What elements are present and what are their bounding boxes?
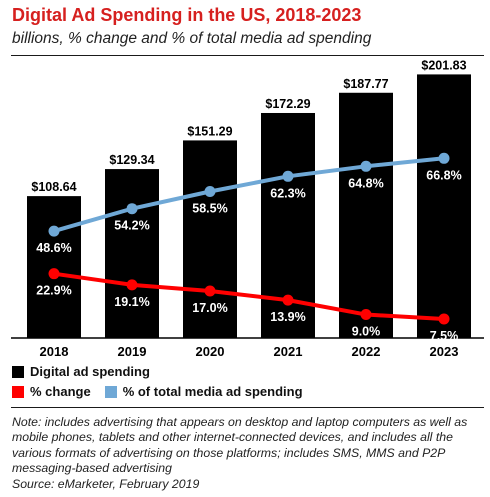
bar-value-label-2021: $172.29 bbox=[265, 97, 310, 111]
chart-title: Digital Ad Spending in the US, 2018-2023 bbox=[12, 5, 362, 25]
note-text: Note: includes advertising that appears … bbox=[12, 415, 468, 476]
footnote: Note: includes advertising that appears … bbox=[12, 415, 484, 492]
x-tick-label-2020: 2020 bbox=[196, 344, 225, 359]
x-tick-label-2019: 2019 bbox=[118, 344, 147, 359]
share-point-2018 bbox=[48, 225, 60, 237]
x-tick-label-2023: 2023 bbox=[430, 344, 459, 359]
share-label-2023: 66.8% bbox=[426, 168, 461, 182]
change-line bbox=[52, 271, 446, 321]
bar-value-label-2023: $201.83 bbox=[421, 58, 466, 72]
change-label-2022: 9.0% bbox=[352, 325, 381, 339]
bar-2018 bbox=[27, 196, 81, 338]
bottom-rule bbox=[11, 407, 484, 408]
share-label-2021: 62.3% bbox=[270, 186, 305, 200]
chart-subtitle: billions, % change and % of total media … bbox=[12, 30, 372, 47]
bar-2020 bbox=[183, 140, 237, 338]
bar-value-label-2019: $129.34 bbox=[109, 153, 154, 167]
change-label-2023: 7.5% bbox=[430, 329, 459, 343]
x-tick-label-2018: 2018 bbox=[40, 344, 69, 359]
change-point-2021 bbox=[282, 294, 294, 306]
change-label-2021: 13.9% bbox=[270, 310, 305, 324]
bar-2022 bbox=[339, 92, 393, 339]
legend-row-lines: % change % of total media ad spending bbox=[12, 384, 303, 399]
legend-swatch-share bbox=[104, 385, 117, 398]
share-line bbox=[52, 156, 446, 234]
legend-swatch-change bbox=[12, 385, 24, 398]
top-rule bbox=[11, 55, 484, 56]
share-point-2020 bbox=[204, 186, 216, 197]
bar-value-label-2020: $151.29 bbox=[187, 124, 232, 138]
change-point-2019 bbox=[126, 279, 138, 291]
chart-plot: $108.64 $129.34 $151.29 $172.29 $187.77 $201.… bbox=[11, 58, 484, 359]
change-label-2019: 19.1% bbox=[114, 295, 149, 309]
source-text: Source: eMarketer, February 2019 bbox=[12, 476, 200, 491]
share-label-2019: 54.2% bbox=[114, 219, 149, 233]
x-tick-label-2022: 2022 bbox=[352, 344, 381, 359]
legend-row-spending: Digital ad spending bbox=[12, 364, 150, 379]
change-point-2020 bbox=[204, 285, 216, 297]
share-point-2019 bbox=[126, 203, 138, 215]
change-point-2022 bbox=[360, 309, 372, 321]
bar-2019 bbox=[105, 169, 159, 338]
x-tick-label-2021: 2021 bbox=[274, 344, 303, 359]
share-point-2023 bbox=[438, 152, 450, 164]
legend-label-change: % change bbox=[30, 384, 91, 399]
bar-value-label-2018: $108.64 bbox=[31, 180, 76, 194]
legend-swatch-spending bbox=[12, 365, 24, 378]
bar-value-label-2022: $187.77 bbox=[343, 77, 388, 91]
share-point-2022 bbox=[360, 160, 372, 172]
change-label-2020: 17.0% bbox=[192, 301, 227, 315]
legend-label-share: % of total media ad spending bbox=[122, 384, 303, 399]
share-point-2021 bbox=[282, 170, 294, 182]
change-label-2018: 22.9% bbox=[36, 284, 71, 298]
legend-label-spending: Digital ad spending bbox=[30, 364, 150, 379]
share-label-2020: 58.5% bbox=[192, 202, 227, 216]
bar-2023 bbox=[417, 74, 471, 338]
share-label-2018: 48.6% bbox=[36, 241, 71, 255]
change-point-2023 bbox=[438, 313, 450, 325]
share-label-2022: 64.8% bbox=[348, 176, 383, 190]
change-point-2018 bbox=[48, 268, 60, 280]
